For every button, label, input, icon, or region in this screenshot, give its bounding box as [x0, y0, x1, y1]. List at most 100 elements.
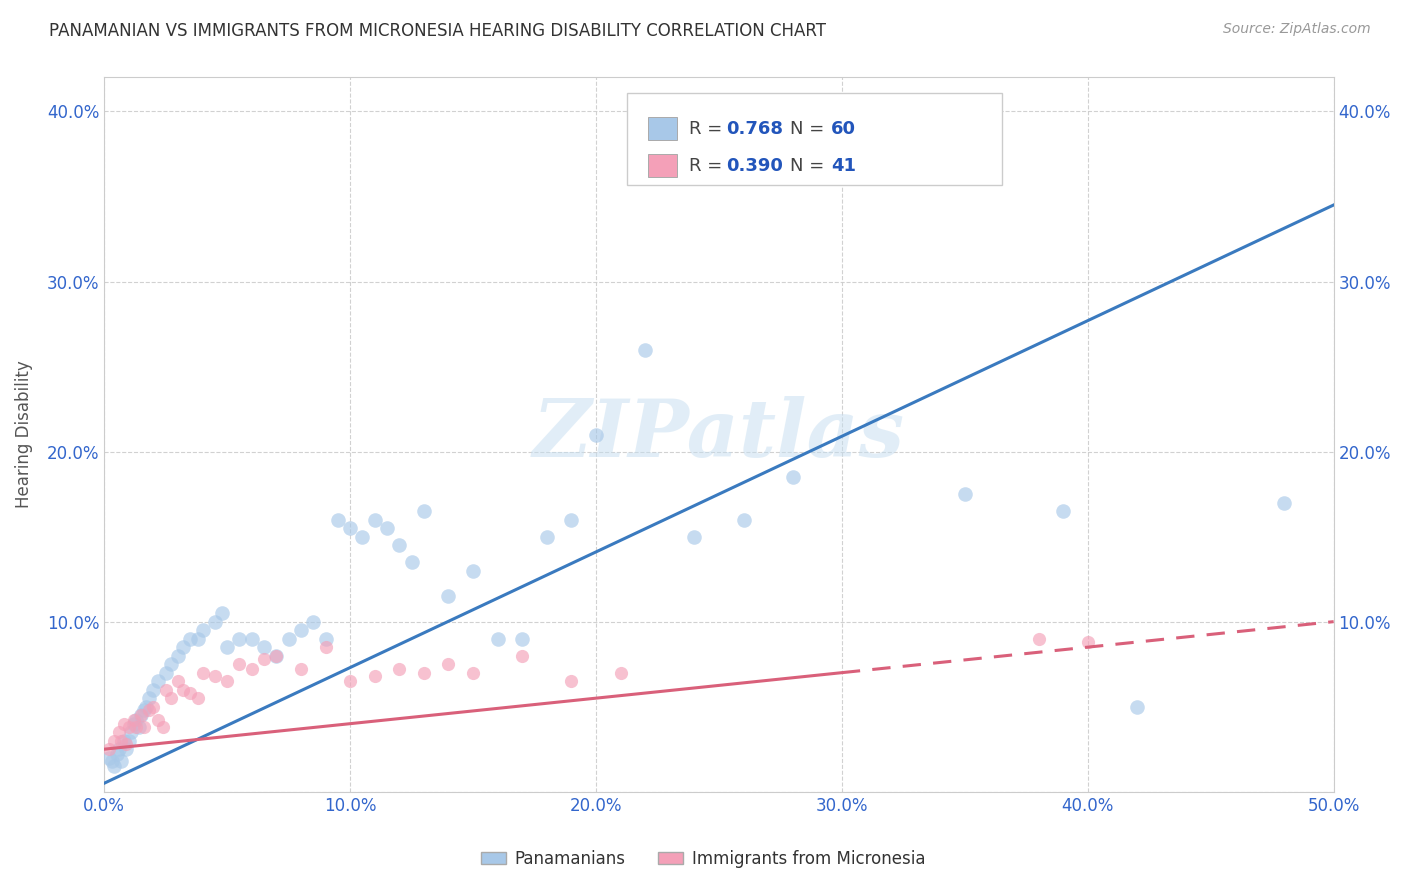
Point [167, 648, 190, 663]
Point [100, 754, 122, 768]
Legend: Panamanians, Immigrants from Micronesia: Panamanians, Immigrants from Micronesia [474, 844, 932, 875]
Point [122, 713, 145, 727]
Point [132, 720, 155, 734]
Point [339, 674, 361, 689]
Point [138, 703, 160, 717]
Point [277, 632, 299, 646]
Point [172, 682, 194, 697]
Point [98, 742, 121, 756]
Point [290, 623, 312, 637]
Point [155, 682, 177, 697]
Text: 0.390: 0.390 [727, 157, 783, 175]
Text: 60: 60 [831, 120, 856, 137]
Point [266, 648, 288, 663]
Point [103, 759, 125, 773]
Point [461, 665, 484, 680]
Point [375, 521, 398, 535]
Text: 41: 41 [831, 157, 856, 175]
Point [315, 640, 337, 655]
Point [352, 530, 374, 544]
Point [461, 564, 484, 578]
Point [187, 632, 209, 646]
Point [128, 720, 150, 734]
Point [401, 555, 423, 569]
Point [683, 530, 706, 544]
Point [152, 720, 174, 734]
Point [110, 733, 132, 747]
Text: PANAMANIAN VS IMMIGRANTS FROM MICRONESIA HEARING DISABILITY CORRELATION CHART: PANAMANIAN VS IMMIGRANTS FROM MICRONESIA… [49, 22, 827, 40]
Point [733, 513, 755, 527]
Point [1028, 632, 1050, 646]
Point [179, 632, 201, 646]
Point [339, 521, 361, 535]
Point [364, 513, 387, 527]
Point [120, 725, 142, 739]
Text: 0.768: 0.768 [727, 120, 783, 137]
Bar [648, 118, 678, 140]
Point [112, 733, 135, 747]
Point [110, 754, 132, 768]
Point [118, 733, 141, 747]
Point [609, 665, 631, 680]
Point [187, 691, 209, 706]
Point [191, 623, 214, 637]
Point [129, 708, 152, 723]
Point [217, 640, 239, 655]
Point [228, 657, 250, 672]
Point [1077, 635, 1099, 649]
Point [172, 640, 194, 655]
Point [240, 632, 263, 646]
Text: Source: ZipAtlas.com: Source: ZipAtlas.com [1223, 22, 1371, 37]
Point [953, 487, 976, 501]
FancyBboxPatch shape [627, 93, 1001, 185]
Point [1052, 504, 1074, 518]
Point [138, 691, 160, 706]
Point [108, 725, 131, 739]
Point [302, 615, 325, 629]
Point [1274, 495, 1296, 509]
Point [266, 648, 288, 663]
Point [437, 589, 460, 603]
Point [129, 708, 152, 723]
Point [240, 662, 263, 676]
Point [364, 669, 387, 683]
Point [217, 674, 239, 689]
Point [412, 504, 434, 518]
Point [388, 662, 411, 676]
Point [326, 513, 349, 527]
Text: N =: N = [790, 120, 831, 137]
Point [115, 737, 138, 751]
Point [148, 713, 170, 727]
Point [560, 513, 582, 527]
Point [132, 703, 155, 717]
Point [388, 538, 411, 552]
Point [191, 665, 214, 680]
Point [118, 720, 141, 734]
Point [167, 674, 190, 689]
Point [1126, 699, 1149, 714]
Point [437, 657, 460, 672]
Y-axis label: Hearing Disability: Hearing Disability [15, 360, 32, 508]
Point [125, 713, 148, 727]
Point [510, 648, 533, 663]
Point [228, 632, 250, 646]
Point [253, 652, 276, 666]
Point [204, 615, 226, 629]
Point [159, 691, 181, 706]
Text: R =: R = [689, 120, 728, 137]
Point [315, 632, 337, 646]
Point [135, 699, 157, 714]
Text: ZIPatlas: ZIPatlas [533, 396, 905, 474]
Point [148, 674, 170, 689]
Point [560, 674, 582, 689]
Point [108, 742, 131, 756]
Bar [648, 154, 678, 178]
Point [122, 716, 145, 731]
Point [103, 733, 125, 747]
Point [486, 632, 509, 646]
Point [536, 530, 558, 544]
Point [290, 662, 312, 676]
Point [142, 699, 165, 714]
Point [211, 606, 233, 620]
Point [98, 750, 121, 764]
